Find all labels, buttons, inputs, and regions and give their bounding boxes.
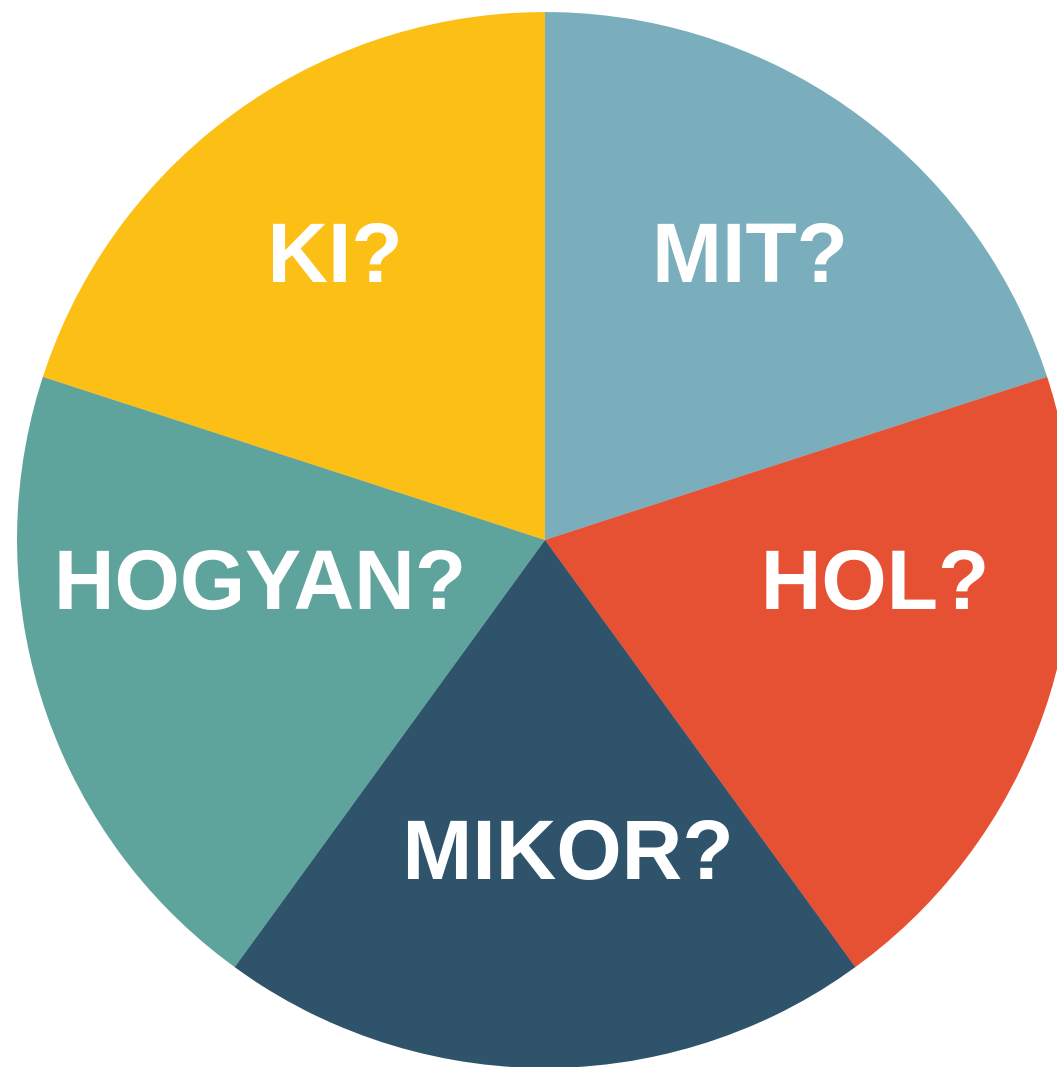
wheel-segment — [545, 376, 1057, 968]
wheel-segment — [42, 12, 545, 540]
segment-label: MIT? — [652, 206, 848, 300]
segment-label: HOGYAN? — [54, 533, 466, 627]
segment-label: KI? — [267, 206, 402, 300]
wheel-segment — [545, 12, 1048, 540]
segment-label: HOL? — [761, 533, 990, 627]
wheel-segment — [16, 376, 545, 968]
wheel-segment — [234, 540, 856, 1067]
segment-label: MIKOR? — [402, 803, 733, 897]
